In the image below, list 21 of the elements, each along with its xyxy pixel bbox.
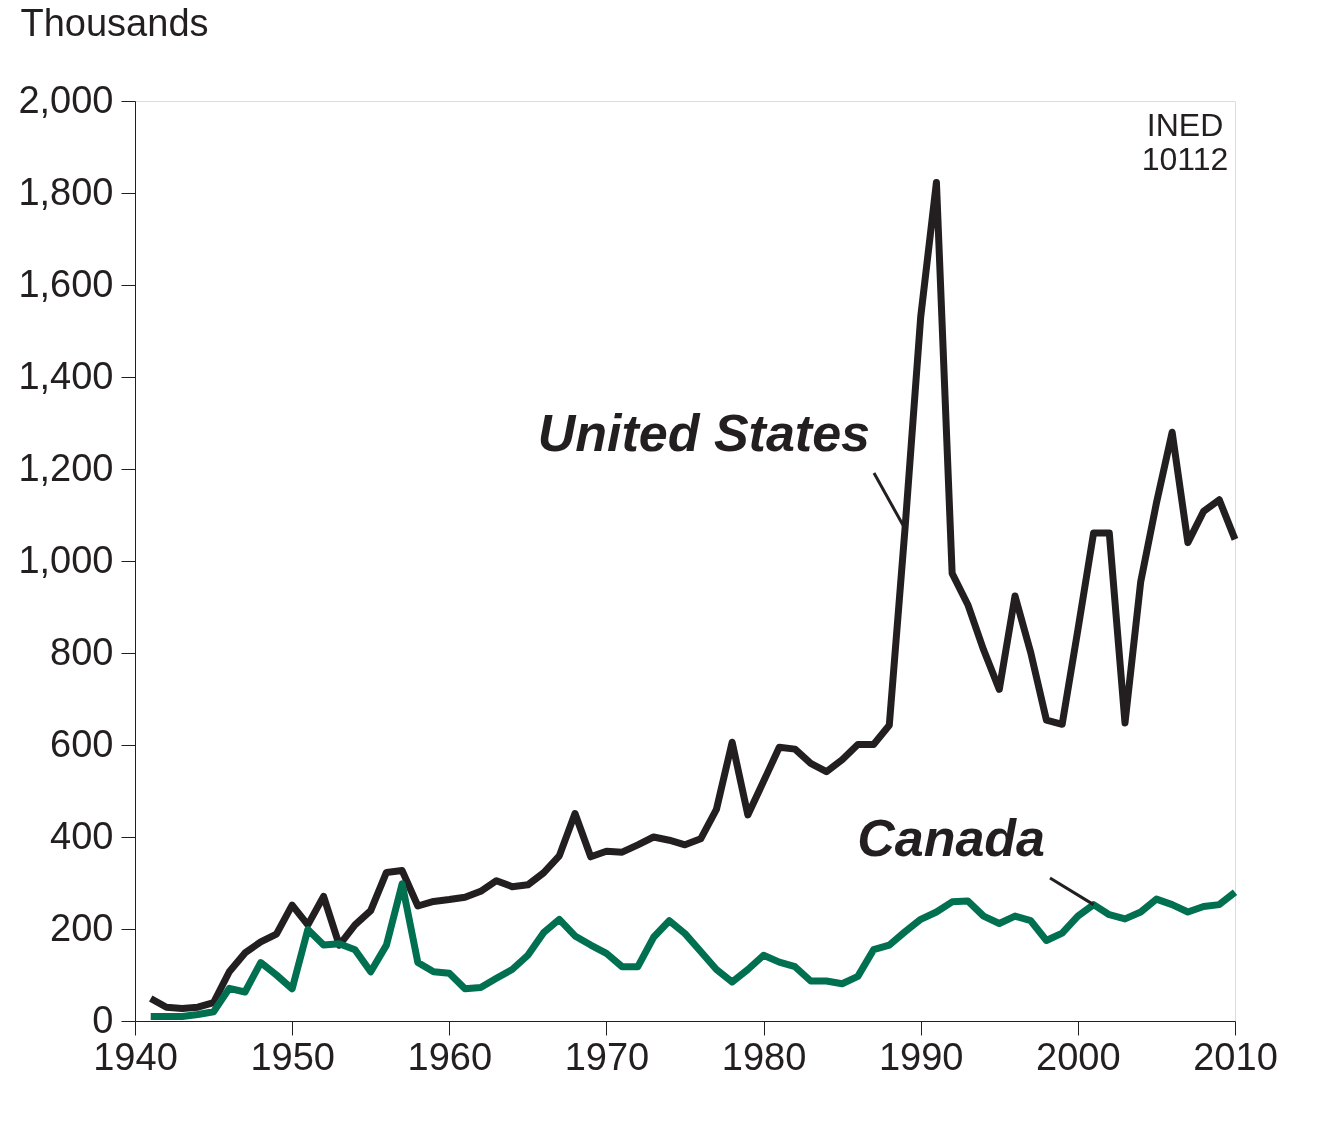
x-tick-label: 1990: [878, 1035, 964, 1078]
y-axis-title: Thousands: [20, 1, 209, 44]
y-tick-label: 1,200: [18, 446, 114, 489]
annotation: INED 10112: [1141, 107, 1229, 177]
series-label: Canada: [857, 809, 1045, 867]
y-tick-label: 1,000: [18, 538, 114, 581]
series-label: United States: [537, 404, 870, 462]
y-tick-label: 600: [50, 722, 114, 765]
x-tick-label: 1980: [721, 1035, 807, 1078]
y-tick-label: 1,600: [18, 262, 114, 305]
y-tick-label: 1,400: [18, 354, 114, 397]
y-tick-label: 800: [50, 630, 114, 673]
y-tick-label: 2,000: [18, 78, 114, 121]
y-tick-label: 200: [50, 906, 114, 949]
x-tick-label: 1960: [407, 1035, 493, 1078]
y-tick-label: 400: [50, 814, 114, 857]
x-tick-label: 2010: [1193, 1035, 1278, 1078]
x-tick-label: 2000: [1036, 1035, 1121, 1078]
x-tick-label: 1970: [564, 1035, 650, 1078]
x-tick-label: 1950: [250, 1035, 335, 1078]
y-tick-label: 1,800: [18, 170, 114, 213]
